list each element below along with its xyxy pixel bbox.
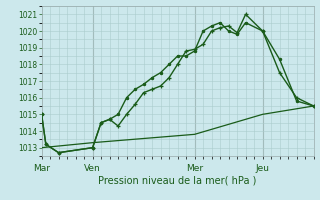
X-axis label: Pression niveau de la mer( hPa ): Pression niveau de la mer( hPa ) <box>99 175 257 185</box>
